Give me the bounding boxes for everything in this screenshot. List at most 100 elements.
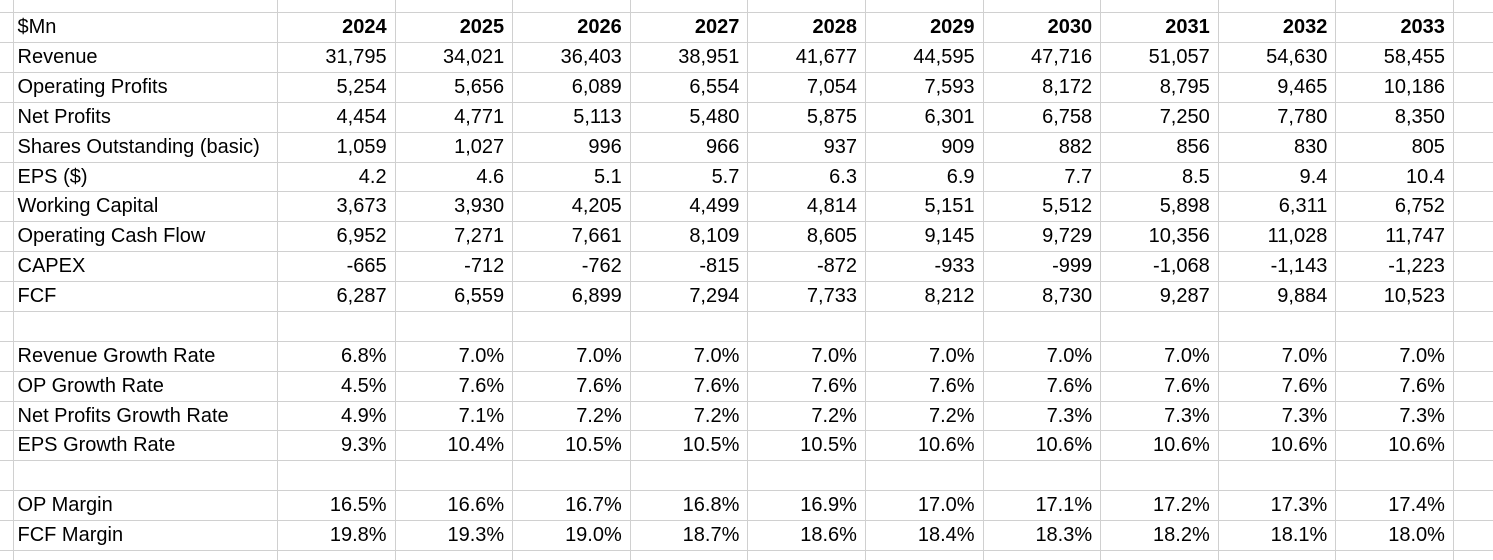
empty-cell[interactable] [513,311,631,342]
value-cell[interactable]: 6.3 [748,162,866,193]
value-cell[interactable]: 3,930 [395,192,514,223]
value-cell[interactable]: 5.7 [630,162,749,193]
value-cell[interactable]: 7.6% [1336,371,1454,402]
value-cell[interactable]: 5,898 [1101,192,1219,223]
value-cell[interactable]: 8,212 [865,282,984,312]
value-cell[interactable]: 10.4% [395,431,514,462]
value-cell[interactable]: 10.6% [1218,431,1337,462]
empty-cell[interactable] [1218,311,1337,342]
value-cell[interactable]: 34,021 [395,43,514,73]
value-cell[interactable]: 7.0% [983,341,1102,372]
row-label-cell[interactable]: FCF [13,282,278,312]
unit-label-cell[interactable]: $Mn [13,13,278,44]
year-header-cell[interactable]: 2026 [513,13,631,44]
value-cell[interactable]: 44,595 [865,43,984,73]
row-label-cell[interactable]: EPS ($) [13,162,278,193]
empty-cell[interactable] [630,311,749,342]
value-cell[interactable]: 17.2% [1101,491,1219,522]
value-cell[interactable]: 18.3% [983,521,1102,551]
value-cell[interactable]: 7,294 [630,282,749,312]
value-cell[interactable]: 7.3% [1218,401,1337,432]
value-cell[interactable]: -999 [983,252,1102,283]
value-cell[interactable]: 6,301 [865,102,984,133]
row-label-cell[interactable]: Revenue [13,43,278,73]
empty-cell[interactable] [983,311,1102,342]
empty-cell[interactable] [1101,461,1219,492]
value-cell[interactable]: 58,455 [1336,43,1454,73]
value-cell[interactable]: 10.6% [1336,431,1454,462]
value-cell[interactable]: 31,795 [278,43,396,73]
value-cell[interactable]: 7.3% [983,401,1102,432]
value-cell[interactable]: 7.6% [1218,371,1337,402]
value-cell[interactable]: -815 [630,252,749,283]
year-header-cell[interactable]: 2033 [1336,13,1454,44]
value-cell[interactable]: 8,109 [630,222,749,253]
value-cell[interactable]: 6,758 [983,102,1102,133]
value-cell[interactable]: 9.4 [1218,162,1337,193]
value-cell[interactable]: 7.2% [748,401,866,432]
empty-cell[interactable] [13,461,278,492]
year-header-cell[interactable]: 2027 [630,13,749,44]
value-cell[interactable]: 7.6% [1101,371,1219,402]
value-cell[interactable]: 10.5% [513,431,631,462]
value-cell[interactable]: 6,952 [278,222,396,253]
row-label-cell[interactable]: Operating Profits [13,72,278,103]
row-label-cell[interactable]: EPS Growth Rate [13,431,278,462]
value-cell[interactable]: 11,028 [1218,222,1337,253]
value-cell[interactable]: 4.9% [278,401,396,432]
row-label-cell[interactable]: Working Capital [13,192,278,223]
value-cell[interactable]: 6,089 [513,72,631,103]
year-header-cell[interactable]: 2024 [278,13,396,44]
value-cell[interactable]: 8,605 [748,222,866,253]
value-cell[interactable]: 8,730 [983,282,1102,312]
value-cell[interactable]: 8,795 [1101,72,1219,103]
value-cell[interactable]: 6,287 [278,282,396,312]
value-cell[interactable]: 7.0% [865,341,984,372]
value-cell[interactable]: 19.0% [513,521,631,551]
value-cell[interactable]: 19.3% [395,521,514,551]
value-cell[interactable]: 16.9% [748,491,866,522]
value-cell[interactable]: 10.6% [865,431,984,462]
value-cell[interactable]: 4,771 [395,102,514,133]
value-cell[interactable]: 4.2 [278,162,396,193]
value-cell[interactable]: 7.7 [983,162,1102,193]
empty-cell[interactable] [1336,461,1454,492]
value-cell[interactable]: 16.8% [630,491,749,522]
empty-cell[interactable] [278,311,396,342]
value-cell[interactable]: -1,223 [1336,252,1454,283]
value-cell[interactable]: -762 [513,252,631,283]
value-cell[interactable]: 9,884 [1218,282,1337,312]
value-cell[interactable]: 7.6% [513,371,631,402]
value-cell[interactable]: 16.5% [278,491,396,522]
value-cell[interactable]: 6,559 [395,282,514,312]
value-cell[interactable]: 17.1% [983,491,1102,522]
value-cell[interactable]: 51,057 [1101,43,1219,73]
value-cell[interactable]: 10.5% [630,431,749,462]
value-cell[interactable]: 9,729 [983,222,1102,253]
value-cell[interactable]: 17.4% [1336,491,1454,522]
value-cell[interactable]: 17.0% [865,491,984,522]
value-cell[interactable]: -872 [748,252,866,283]
value-cell[interactable]: 10.6% [983,431,1102,462]
value-cell[interactable]: 38,951 [630,43,749,73]
value-cell[interactable]: 1,059 [278,132,396,163]
empty-cell[interactable] [748,311,866,342]
value-cell[interactable]: 8.5 [1101,162,1219,193]
empty-cell[interactable] [630,461,749,492]
value-cell[interactable]: 17.3% [1218,491,1337,522]
row-label-cell[interactable]: Operating Cash Flow [13,222,278,253]
value-cell[interactable]: 5,151 [865,192,984,223]
value-cell[interactable]: 5,480 [630,102,749,133]
value-cell[interactable]: 16.7% [513,491,631,522]
value-cell[interactable]: 6,554 [630,72,749,103]
value-cell[interactable]: 8,172 [983,72,1102,103]
value-cell[interactable]: 18.2% [1101,521,1219,551]
value-cell[interactable]: 7,271 [395,222,514,253]
value-cell[interactable]: 7.6% [395,371,514,402]
value-cell[interactable]: 6,899 [513,282,631,312]
value-cell[interactable]: 16.6% [395,491,514,522]
value-cell[interactable]: 7.0% [748,341,866,372]
year-header-cell[interactable]: 2031 [1101,13,1219,44]
value-cell[interactable]: 5,512 [983,192,1102,223]
value-cell[interactable]: 7.1% [395,401,514,432]
